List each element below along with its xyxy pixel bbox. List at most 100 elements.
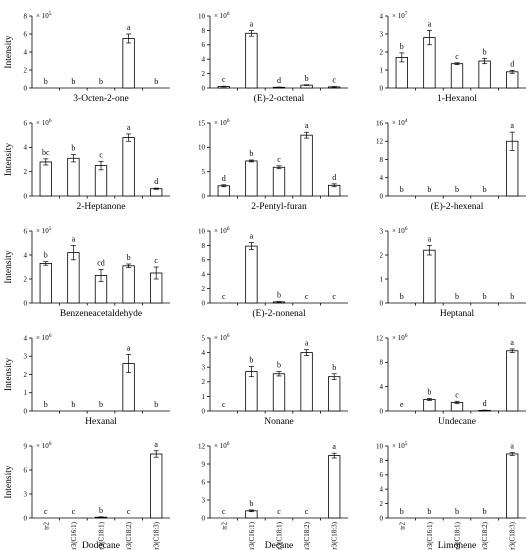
- scale-base: × 10: [392, 119, 405, 127]
- y-tick-label: 3: [202, 364, 206, 372]
- scale-base: × 10: [392, 334, 405, 342]
- y-tick-label: 8: [380, 156, 384, 164]
- y-tick-label: 4: [202, 349, 206, 357]
- y-tick-label: 2: [202, 70, 206, 78]
- panel-title: Dodecane: [82, 541, 120, 550]
- scale-label: × 106: [214, 226, 230, 235]
- significance-letter: c: [277, 155, 281, 164]
- y-tick-label: 2: [380, 251, 384, 259]
- y-tick-label: 3: [202, 496, 206, 504]
- y-tick-label: 4: [24, 251, 28, 259]
- bar: [122, 265, 135, 304]
- bar: [245, 245, 258, 304]
- significance-letter: a: [127, 123, 131, 132]
- x-category-label: tr2: [220, 522, 228, 530]
- scale-label: × 106: [214, 11, 230, 20]
- y-tick-label: 5: [202, 334, 206, 342]
- y-tick-label: 9: [24, 442, 28, 450]
- scale-exponent: 6: [49, 118, 52, 124]
- significance-letter: b: [71, 400, 75, 409]
- significance-letter: d: [222, 174, 226, 183]
- bar: [67, 252, 80, 304]
- panel-title: 1-Hexanol: [437, 94, 477, 104]
- scale-base: × 10: [36, 227, 49, 235]
- scale-base: × 10: [36, 12, 49, 20]
- significance-letter: c: [277, 507, 281, 516]
- significance-letter: b: [127, 253, 131, 262]
- significance-letter: b: [44, 77, 48, 86]
- y-tick-label: 0: [202, 407, 206, 415]
- scale-base: × 10: [214, 227, 227, 235]
- significance-letter: a: [154, 440, 158, 449]
- scale-exponent: 5: [49, 11, 52, 17]
- x-category-label: tr3(C18:2): [303, 521, 311, 550]
- bar: [423, 399, 436, 412]
- x-category-label: tr3(C18:2): [481, 521, 489, 550]
- y-tick-label: 3: [380, 227, 384, 235]
- x-category-label: tr3(C18:3): [331, 521, 339, 550]
- scale-exponent: 4: [405, 118, 408, 124]
- scale-exponent: 6: [227, 118, 230, 124]
- scale-label: × 107: [392, 11, 408, 20]
- scale-base: × 10: [36, 119, 49, 127]
- y-axis-label: Intensity: [4, 35, 14, 68]
- bar: [122, 38, 135, 89]
- y-tick-label: 10: [376, 442, 384, 450]
- significance-letter: c: [127, 507, 131, 516]
- significance-letter: a: [305, 339, 309, 348]
- bar: [67, 157, 80, 197]
- significance-letter: a: [332, 442, 336, 451]
- significance-letter: b: [99, 77, 103, 86]
- y-tick-label: 10: [198, 12, 206, 20]
- y-tick-label: 2: [380, 48, 384, 56]
- y-tick-label: 0: [24, 514, 28, 522]
- y-tick-label: 1: [380, 275, 384, 283]
- y-tick-label: 10: [198, 227, 206, 235]
- y-tick-label: 8: [202, 242, 206, 250]
- significance-letter: b: [483, 47, 487, 56]
- y-tick-label: 2: [24, 168, 28, 176]
- significance-letter: b: [400, 507, 404, 516]
- y-tick-label: 6: [24, 227, 28, 235]
- significance-letter: b: [99, 506, 103, 515]
- y-tick-label: 6: [202, 478, 206, 486]
- significance-letter: a: [428, 234, 432, 243]
- y-tick-label: 0: [24, 192, 28, 200]
- significance-letter: c: [455, 390, 459, 399]
- scale-label: × 105: [36, 226, 52, 235]
- bar: [150, 188, 163, 197]
- bar: [150, 453, 163, 519]
- panel-title: Nonane: [264, 417, 294, 427]
- significance-letter: c: [72, 507, 76, 516]
- y-tick-label: 6: [24, 30, 28, 38]
- significance-letter: b: [400, 292, 404, 301]
- panel-5: 0 5 10 15 × 106 d b c a d 2-Pentyl-furan: [198, 118, 348, 212]
- significance-letter: b: [44, 400, 48, 409]
- bar: [272, 373, 286, 412]
- panel-7: 0 2 4 6 × 105 b a cd b c Benzeneacetaldehyde Intens…: [4, 226, 170, 319]
- significance-letter: d: [277, 76, 281, 85]
- scale-label: × 106: [214, 333, 230, 342]
- significance-letter: a: [127, 343, 131, 352]
- bar: [328, 376, 341, 412]
- panel-title: Decane: [265, 541, 293, 550]
- y-tick-label: 1: [24, 389, 28, 397]
- significance-letter: b: [99, 400, 103, 409]
- y-tick-label: 4: [202, 56, 206, 64]
- scale-label: × 106: [36, 118, 52, 127]
- panel-title: Benzeneacetaldehyde: [60, 309, 142, 319]
- panel-1: 0 2 4 6 8 × 105 b b b a b 3-Octen-2-one Intensity: [4, 11, 170, 104]
- y-tick-label: 15: [198, 119, 206, 127]
- y-tick-label: 0: [24, 299, 28, 307]
- scale-exponent: 6: [405, 333, 408, 339]
- scale-exponent: 6: [49, 333, 52, 339]
- scale-base: × 10: [214, 442, 227, 450]
- panel-11: 0 1 2 3 4 5 × 106 c b b a b Nonane: [202, 333, 348, 427]
- panel-15: 0 2 4 6 8 10 × 105 b b b b a tr2 tr3(C16:1) tr3(C18:1)…: [376, 441, 526, 550]
- significance-letter: b: [249, 499, 253, 508]
- significance-letter: b: [44, 251, 48, 260]
- bar: [272, 166, 286, 197]
- y-tick-label: 6: [202, 256, 206, 264]
